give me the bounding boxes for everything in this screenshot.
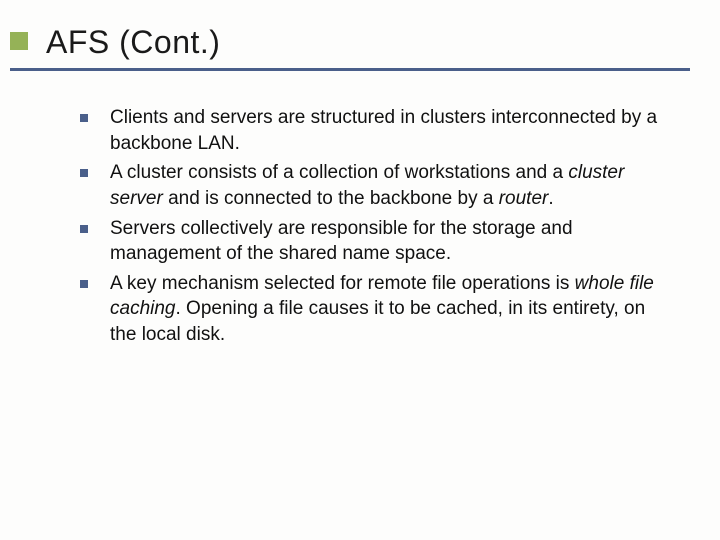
bullet-icon	[80, 114, 88, 122]
bullet-icon	[80, 225, 88, 233]
bullet-icon	[80, 280, 88, 288]
title-block: AFS (Cont.)	[46, 24, 674, 61]
title-underline	[10, 68, 690, 71]
bullet-text: Servers collectively are responsible for…	[110, 216, 664, 267]
bullet-icon	[80, 169, 88, 177]
list-item: Clients and servers are structured in cl…	[80, 105, 664, 156]
list-item: A key mechanism selected for remote file…	[80, 271, 664, 348]
bullet-list: Clients and servers are structured in cl…	[46, 105, 674, 348]
bullet-text: Clients and servers are structured in cl…	[110, 105, 664, 156]
list-item: A cluster consists of a collection of wo…	[80, 160, 664, 211]
accent-square-icon	[10, 32, 28, 50]
list-item: Servers collectively are responsible for…	[80, 216, 664, 267]
bullet-text: A key mechanism selected for remote file…	[110, 271, 664, 348]
slide-title: AFS (Cont.)	[46, 24, 674, 61]
slide: AFS (Cont.) Clients and servers are stru…	[0, 0, 720, 540]
bullet-text: A cluster consists of a collection of wo…	[110, 160, 664, 211]
